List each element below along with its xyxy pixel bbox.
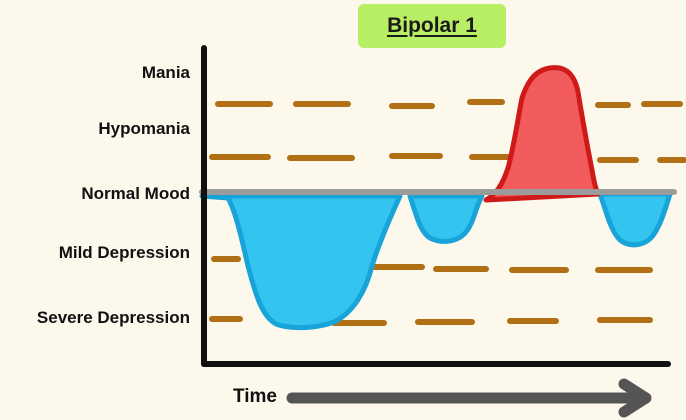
depressive-episode-3	[597, 191, 673, 248]
manic-episode	[483, 65, 601, 203]
threshold-dash-lines	[209, 99, 686, 326]
depressive-episode-1	[199, 193, 403, 331]
time-axis-label: Time	[233, 386, 278, 407]
level-label-normal-mood: Normal Mood	[81, 184, 190, 203]
level-label-mild-depression: Mild Depression	[58, 243, 190, 262]
depressive-episode-2	[407, 193, 485, 244]
level-label-hypomania: Hypomania	[98, 119, 190, 138]
level-label-severe-depression: Severe Depression	[36, 308, 190, 327]
diagram-title: Bipolar 1	[387, 14, 477, 37]
axes	[201, 45, 671, 367]
right-arrow-icon	[286, 378, 652, 418]
level-label-mania: Mania	[141, 63, 190, 82]
title-badge: Bipolar 1	[358, 4, 506, 48]
